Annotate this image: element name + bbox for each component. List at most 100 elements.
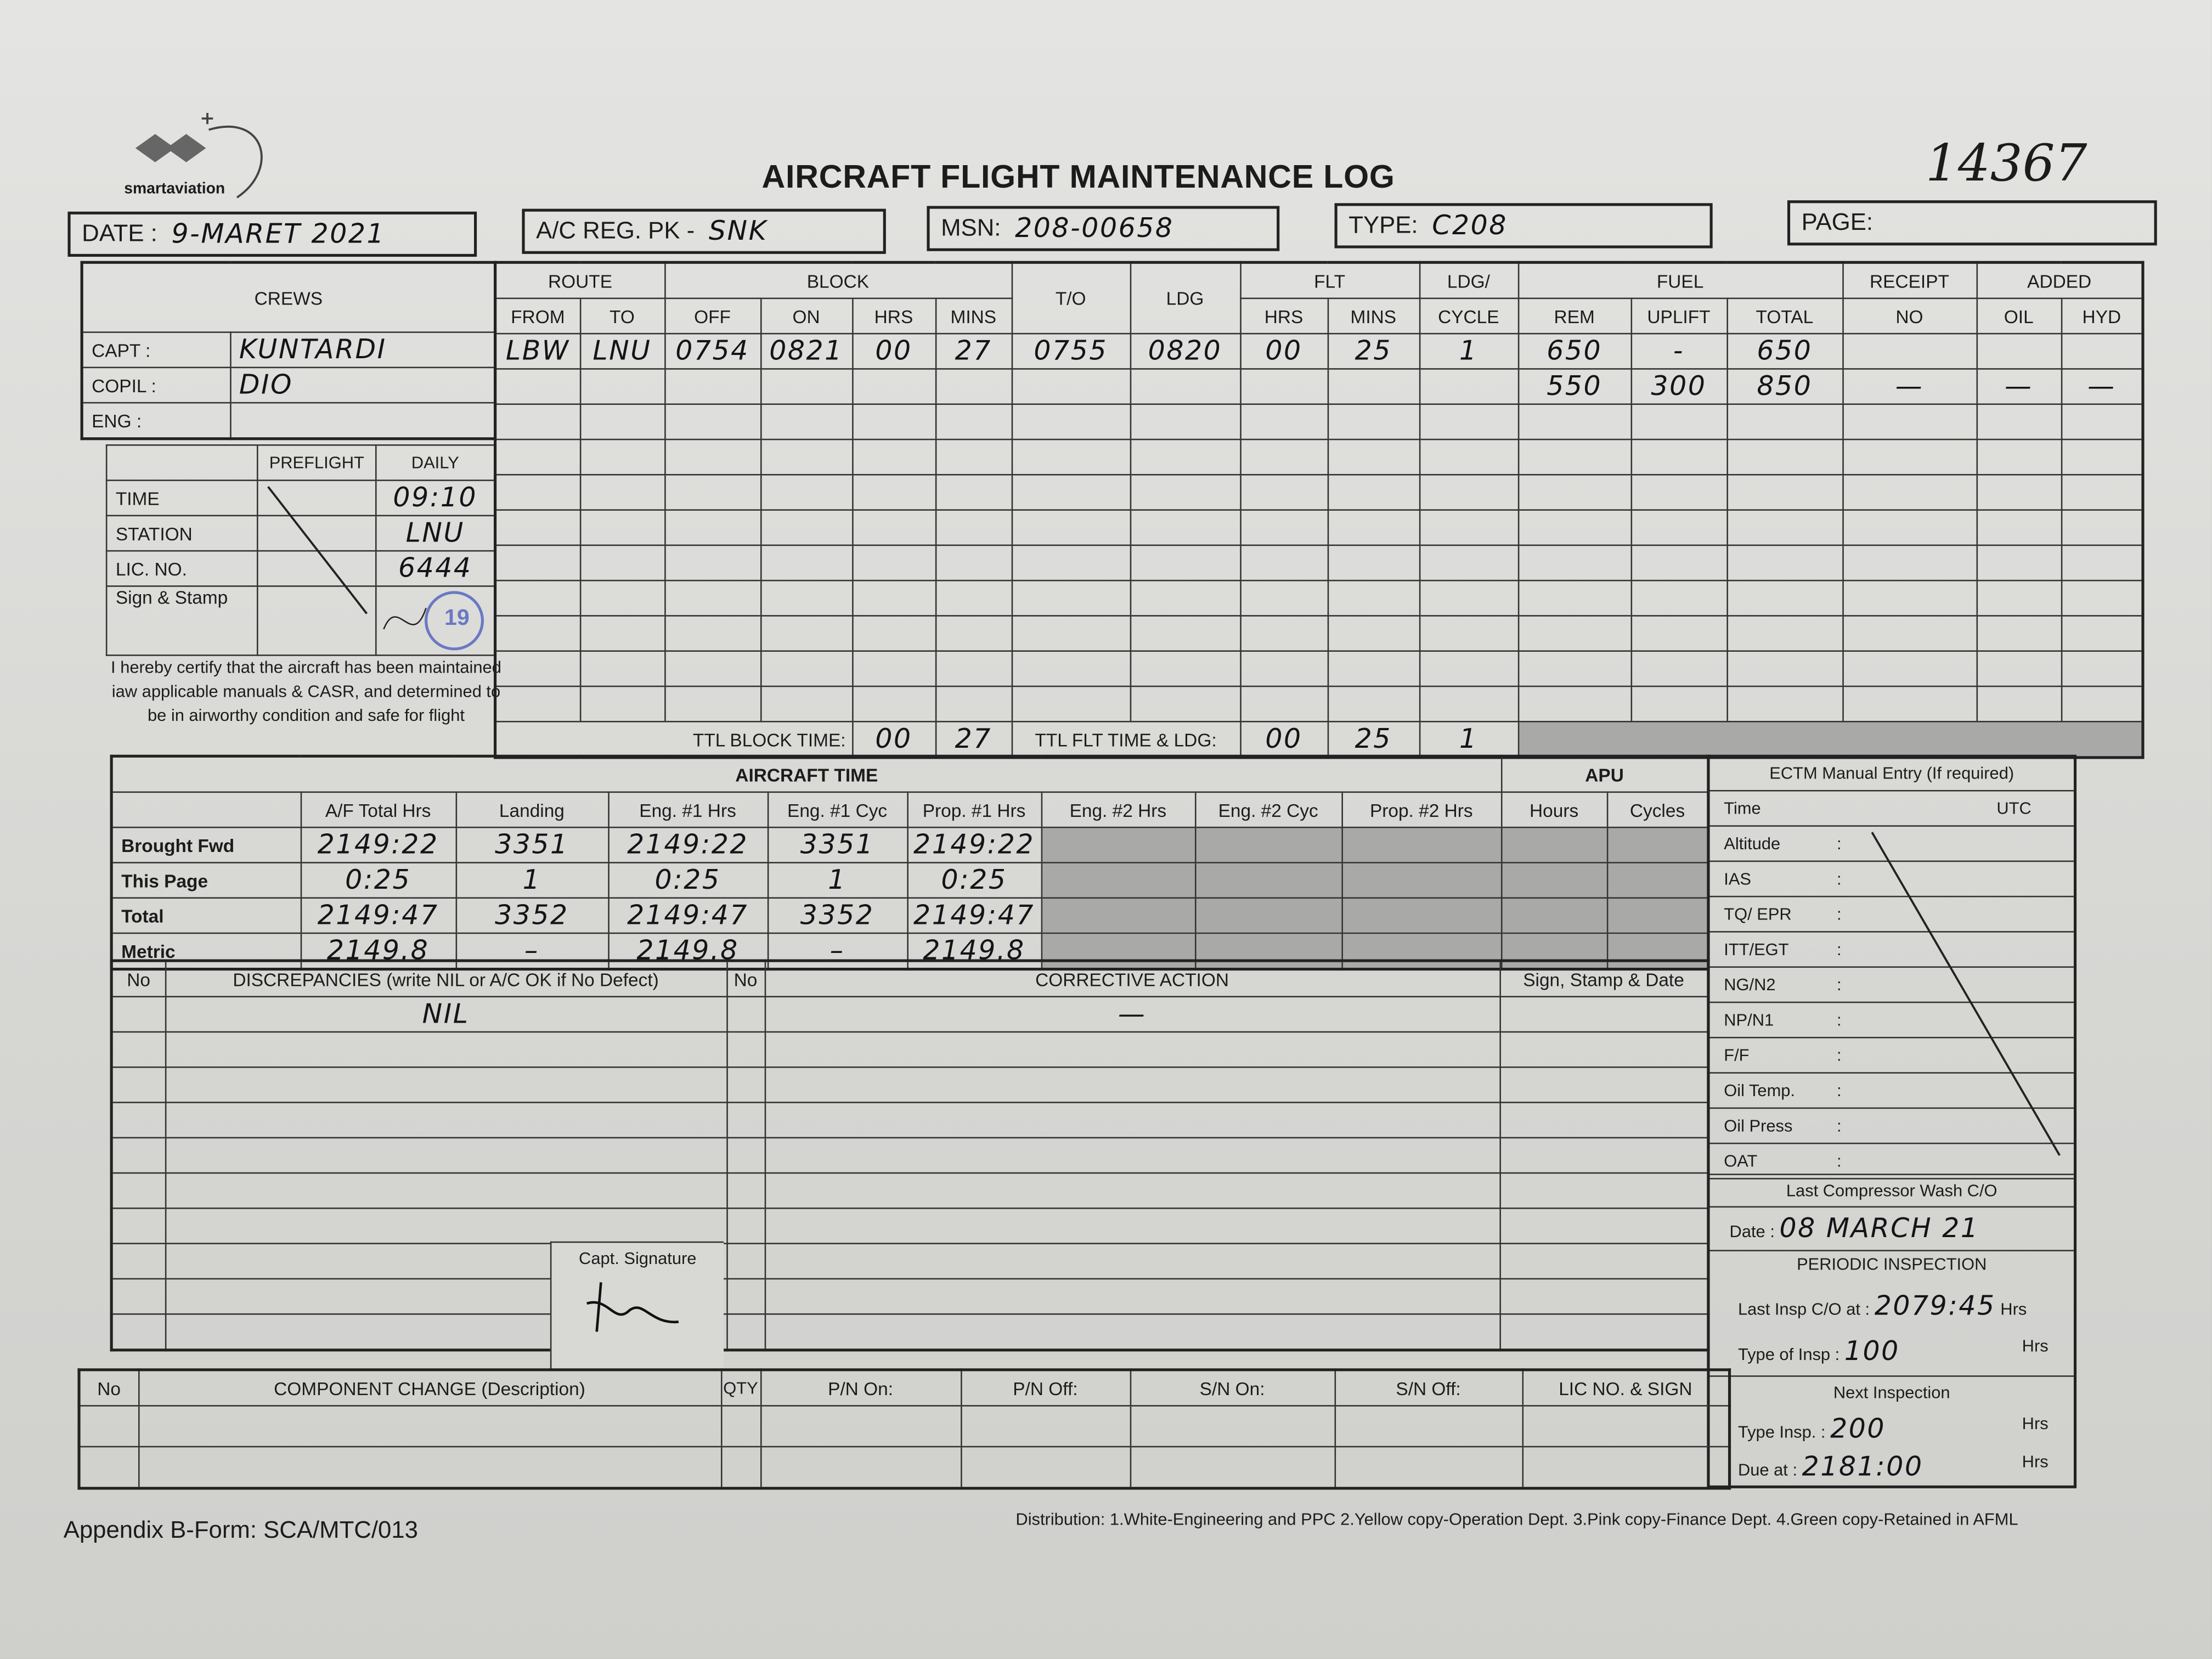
flight-cell[interactable]: [494, 650, 581, 687]
type-insp-row[interactable]: Type of Insp : 100 Hrs: [1737, 1336, 2049, 1367]
from-cell[interactable]: LBW: [494, 332, 581, 370]
discrepancy-cell[interactable]: [725, 1066, 765, 1103]
flight-cell[interactable]: [1517, 473, 1632, 511]
discrepancy-cell[interactable]: [725, 1137, 765, 1174]
flight-cell[interactable]: [759, 403, 853, 441]
flight-cell[interactable]: [2060, 544, 2144, 582]
next-type-row[interactable]: Type Insp. : 200 Hrs: [1737, 1413, 2049, 1445]
discrepancy-cell[interactable]: [1499, 1278, 1709, 1315]
flight-cell[interactable]: [1418, 403, 1519, 441]
flight-cell[interactable]: [851, 403, 936, 441]
flight-cell[interactable]: [579, 685, 665, 723]
discrepancy-cell[interactable]: [110, 1031, 166, 1068]
ectm-row[interactable]: NG/N2:: [1709, 968, 2074, 1003]
flight-cell[interactable]: [1418, 615, 1519, 652]
flight-cell[interactable]: [1842, 650, 1977, 687]
flight-cell[interactable]: [1726, 473, 1843, 511]
discrepancy-cell[interactable]: [1499, 1066, 1709, 1103]
time-value[interactable]: 2149:47: [906, 897, 1042, 934]
flight-cell[interactable]: [934, 544, 1013, 582]
discrepancy-cell[interactable]: [1499, 1207, 1709, 1244]
flight-cell[interactable]: [1129, 403, 1241, 441]
flight-cell[interactable]: [1517, 579, 1632, 617]
flight-cell[interactable]: [1239, 509, 1329, 546]
flight-cell[interactable]: [1976, 615, 2062, 652]
discrepancy-cell[interactable]: [110, 1172, 166, 1209]
flight-cell[interactable]: [2060, 438, 2144, 476]
discrepancy-cell[interactable]: [764, 1207, 1500, 1244]
eng-name[interactable]: [229, 402, 496, 439]
discrepancy-cell[interactable]: [110, 1243, 166, 1280]
flight-cell[interactable]: [1842, 579, 1977, 617]
flight-cell[interactable]: [1327, 438, 1420, 476]
discrepancy-cell[interactable]: [764, 1172, 1500, 1209]
flight-cell[interactable]: [851, 579, 936, 617]
flight-cell[interactable]: [1011, 685, 1131, 723]
flight-cell[interactable]: [1842, 438, 1977, 476]
flight-cell[interactable]: [494, 615, 581, 652]
discrepancy-cell[interactable]: [725, 1243, 765, 1280]
flight-cell[interactable]: [579, 473, 665, 511]
flight-cell[interactable]: [1726, 579, 1843, 617]
discrepancy-cell[interactable]: [764, 1066, 1500, 1103]
capt-name[interactable]: KUNTARDI: [229, 331, 496, 369]
time-value[interactable]: 2149:47: [607, 897, 769, 934]
flight-cell[interactable]: [759, 438, 853, 476]
ectm-row[interactable]: F/F:: [1709, 1039, 2074, 1074]
flight-cell[interactable]: [1630, 544, 1728, 582]
flight-cell[interactable]: [494, 438, 581, 476]
flight-cell[interactable]: [934, 473, 1013, 511]
flight-cell[interactable]: [1630, 473, 1728, 511]
due-row[interactable]: Due at : 2181:00 Hrs: [1737, 1451, 2049, 1483]
flight-cell[interactable]: [1239, 579, 1329, 617]
discrepancy-cell[interactable]: [110, 1066, 166, 1103]
discrepancy-cell[interactable]: [725, 1313, 765, 1351]
discrepancy-cell[interactable]: [1499, 1313, 1709, 1351]
flight-cell[interactable]: [663, 685, 761, 723]
flight-cell[interactable]: [1842, 685, 1977, 723]
time-value[interactable]: 3351: [766, 826, 908, 864]
flight-cell[interactable]: [851, 473, 936, 511]
flight-cell[interactable]: [494, 509, 581, 546]
landing-cell[interactable]: 0820: [1129, 332, 1241, 370]
flight-cell[interactable]: [494, 685, 581, 723]
on-cell[interactable]: 0821: [759, 332, 853, 370]
rem-cell[interactable]: 650: [1517, 332, 1632, 370]
flight-cell[interactable]: [1129, 509, 1241, 546]
flight-cell[interactable]: [1517, 650, 1632, 687]
flight-cell[interactable]: [2060, 403, 2144, 441]
flight-cell[interactable]: [494, 473, 581, 511]
corrective-entry[interactable]: —: [764, 996, 1500, 1033]
discrepancy-cell[interactable]: [1499, 1102, 1709, 1139]
flight-cell[interactable]: [1418, 473, 1519, 511]
rem-cell[interactable]: 550: [1517, 368, 1632, 405]
takeoff-cell[interactable]: 0755: [1011, 332, 1131, 370]
flight-cell[interactable]: [1327, 403, 1420, 441]
flight-cell[interactable]: [1976, 579, 2062, 617]
cycle-cell[interactable]: 1: [1418, 332, 1519, 370]
flight-cell[interactable]: [1630, 403, 1728, 441]
flight-cell[interactable]: [1726, 650, 1843, 687]
flight-cell[interactable]: [1129, 650, 1241, 687]
flight-cell[interactable]: [2060, 473, 2144, 511]
flight-cell[interactable]: [934, 509, 1013, 546]
flight-cell[interactable]: [663, 579, 761, 617]
oil-cell[interactable]: [1976, 332, 2062, 370]
flight-cell[interactable]: [1418, 685, 1519, 723]
flight-cell[interactable]: [1726, 509, 1843, 546]
discrepancy-cell[interactable]: [764, 1313, 1500, 1351]
discrepancy-cell[interactable]: [164, 1207, 727, 1244]
discrepancy-cell[interactable]: [164, 1137, 727, 1174]
flight-cell[interactable]: [579, 544, 665, 582]
flight-cell[interactable]: [1842, 473, 1977, 511]
discrepancy-cell[interactable]: [725, 1102, 765, 1139]
ttl-flt-hrs[interactable]: 00: [1239, 721, 1329, 759]
oil-cell[interactable]: —: [1976, 368, 2062, 405]
flight-cell[interactable]: [663, 650, 761, 687]
flight-cell[interactable]: [1239, 544, 1329, 582]
flight-cell[interactable]: [2060, 509, 2144, 546]
flight-cell[interactable]: [1418, 438, 1519, 476]
flight-cell[interactable]: [1630, 509, 1728, 546]
time-value[interactable]: 0:25: [906, 862, 1042, 899]
discrepancy-cell[interactable]: [764, 1102, 1500, 1139]
